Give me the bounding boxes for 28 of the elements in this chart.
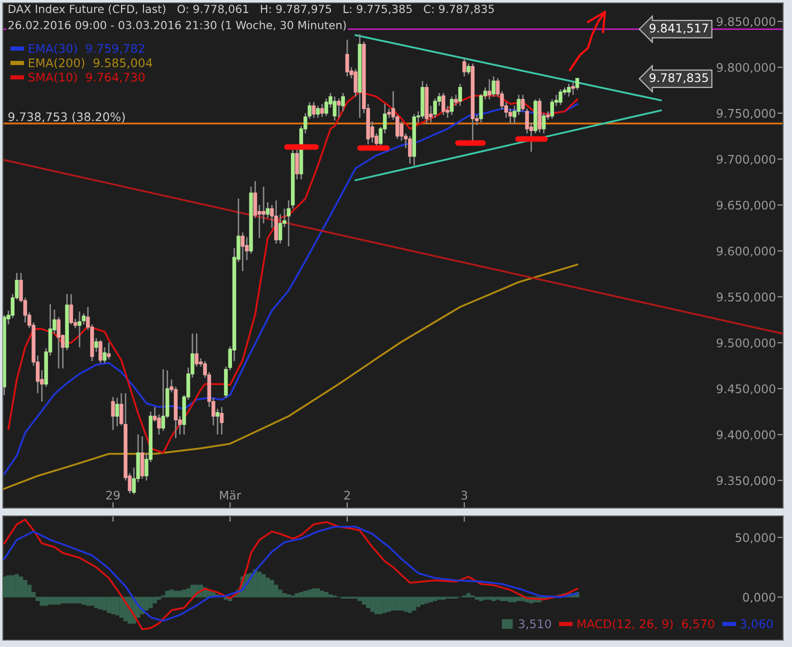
legend-label: EMA(30) 9.759,782 bbox=[28, 44, 144, 54]
legend-label: EMA(200) 9.585,004 bbox=[28, 58, 152, 69]
legend-label: SMA(10) 9.764,730 bbox=[28, 72, 145, 84]
x-tick-label: 29 bbox=[106, 490, 120, 500]
y-tick-label: 9.700,000 bbox=[716, 154, 776, 165]
y-tick-label: 9.800,000 bbox=[716, 62, 776, 74]
legend-label: MACD(12, 26, 9) 6,570 bbox=[578, 619, 714, 630]
y-tick-label: 9.350,000 bbox=[716, 476, 776, 486]
y-tick-label: 50,000 bbox=[736, 533, 776, 544]
x-tick-label: 3 bbox=[461, 490, 468, 500]
y-tick-label: 9.600,000 bbox=[716, 246, 776, 257]
x-tick-label: 2 bbox=[344, 490, 350, 500]
annotation: 9.787,835 bbox=[650, 73, 708, 84]
y-tick-label: 9.750,000 bbox=[716, 108, 776, 120]
legend-label: 3,510 bbox=[518, 619, 551, 630]
text: 26.02.2016 09:00 - 03.03.2016 21:30 (1 Woche, 30 Minuten) bbox=[8, 20, 346, 31]
y-tick-label: 9.550,000 bbox=[716, 292, 776, 303]
ref-line-label: 9.738,753 (38.20%) bbox=[8, 112, 125, 123]
y-tick-label: 9.500,000 bbox=[716, 338, 776, 349]
ref-line-label: 9.841,517 bbox=[650, 24, 708, 34]
y-tick-label: 9.650,000 bbox=[716, 200, 776, 211]
y-tick-label: 9.400,000 bbox=[716, 430, 776, 440]
chart-title: DAX Index Future (CFD, last) O: 9.778,061 H: 9.787,975 L: 9.775,385 C: 9.787,835 bbox=[8, 4, 494, 14]
y-tick-label: 9.850,000 bbox=[716, 17, 776, 28]
y-tick-label: 9.450,000 bbox=[716, 384, 776, 394]
legend-label: 3,060 bbox=[740, 619, 773, 630]
x-tick-label: Mär bbox=[220, 490, 242, 500]
y-tick-label: 0,000 bbox=[743, 592, 776, 603]
